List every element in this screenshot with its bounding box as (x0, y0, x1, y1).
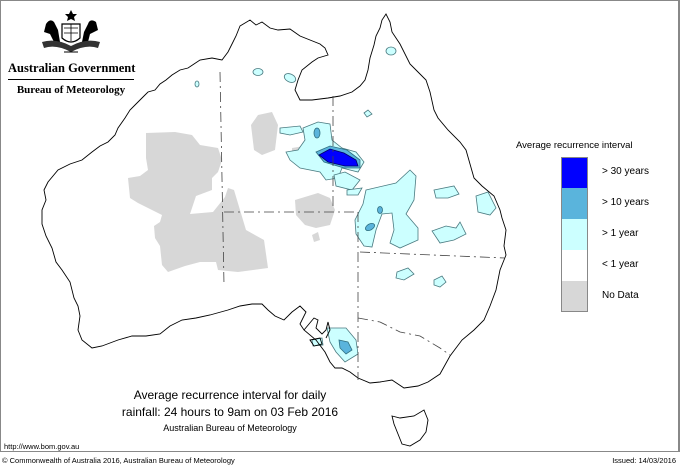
no-data-regions (128, 112, 335, 272)
legend-item-lt-1-year: < 1 year (516, 250, 676, 281)
legend: Average recurrence interval > 30 years >… (516, 140, 676, 312)
legend-title: Average recurrence interval (516, 140, 633, 151)
state-borders (219, 71, 506, 380)
legend-swatch (561, 219, 588, 250)
legend-label: > 30 years (602, 166, 649, 177)
legend-items: > 30 years > 10 years > 1 year < 1 year … (516, 157, 676, 312)
caption-source: Australian Bureau of Meteorology (163, 423, 297, 433)
legend-swatch (561, 281, 588, 312)
coastline (41, 13, 507, 447)
website-url[interactable]: http://www.bom.gov.au (4, 442, 80, 451)
map-caption: Average recurrence interval for daily ra… (100, 387, 360, 434)
legend-swatch (561, 188, 588, 219)
issued-date: Issued: 14/03/2016 (612, 456, 676, 465)
legend-swatch (561, 250, 588, 281)
australia-rainfall-map (41, 13, 507, 447)
copyright-notice: © Commonwealth of Australia 2016, Austra… (2, 456, 235, 465)
legend-item-gt-1-year: > 1 year (516, 219, 676, 250)
legend-item-gt-30-years: > 30 years (516, 157, 676, 188)
legend-item-gt-10-years: > 10 years (516, 188, 676, 219)
legend-item-no-data: No Data (516, 281, 676, 312)
gt-30-years-regions (318, 148, 359, 167)
legend-label: < 1 year (602, 259, 639, 270)
legend-label: > 10 years (602, 197, 649, 208)
coat-of-arms-icon (42, 10, 100, 53)
government-name: Australian Government (8, 61, 135, 80)
government-logo: Australian Government Bureau of Meteorol… (8, 8, 135, 96)
caption-title-line2: rainfall: 24 hours to 9am on 03 Feb 2016 (121, 405, 339, 419)
legend-label: No Data (602, 290, 639, 301)
caption-title-line1: Average recurrence interval for daily (133, 388, 327, 402)
legend-label: > 1 year (602, 228, 639, 239)
bureau-name: Bureau of Meteorology (16, 84, 126, 96)
legend-swatch (561, 157, 588, 188)
